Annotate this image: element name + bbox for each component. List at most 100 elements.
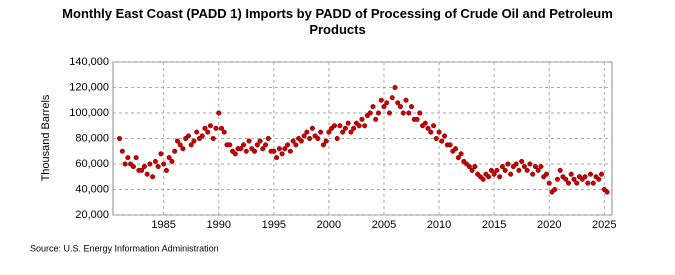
data-point (265, 135, 271, 142)
y-tick-label: 140,000 (69, 56, 109, 68)
data-point (491, 171, 497, 177)
data-point (516, 167, 522, 173)
data-point (298, 138, 304, 144)
data-point (285, 142, 291, 148)
data-point (480, 176, 486, 182)
data-point (218, 125, 225, 131)
data-point (161, 161, 167, 167)
data-point (513, 161, 519, 167)
data-point (472, 164, 478, 170)
data-point (188, 142, 194, 148)
data-point (582, 174, 588, 180)
data-point (417, 110, 423, 116)
data-point (502, 167, 508, 173)
data-point (263, 142, 269, 148)
data-point (585, 180, 591, 186)
data-point (274, 155, 280, 161)
data-point (227, 142, 233, 148)
data-point (546, 180, 552, 186)
x-tick-label: 2015 (482, 219, 506, 231)
data-point (158, 151, 164, 157)
data-point (144, 171, 150, 177)
data-point (422, 120, 428, 126)
data-point (375, 110, 382, 116)
data-point (254, 142, 260, 148)
data-point (453, 146, 459, 152)
data-point (519, 158, 525, 164)
data-point (240, 142, 247, 148)
data-point (117, 135, 123, 142)
data-point (384, 100, 390, 106)
data-point (199, 133, 205, 139)
y-tick-label: 60,000 (75, 158, 109, 170)
x-tick-label: 1985 (151, 219, 175, 231)
data-point (207, 123, 214, 129)
data-point (428, 129, 434, 135)
data-point (458, 151, 464, 157)
data-point (351, 125, 357, 131)
data-point (494, 167, 500, 173)
data-point (150, 174, 156, 180)
data-point (246, 138, 252, 144)
data-point (185, 133, 192, 139)
data-point (287, 148, 293, 154)
data-point (397, 104, 404, 110)
data-point (499, 164, 505, 170)
data-point (508, 171, 514, 177)
data-point (400, 110, 406, 116)
data-point (530, 171, 536, 177)
data-point (334, 135, 340, 142)
data-point (538, 164, 544, 170)
data-point (447, 142, 453, 148)
data-point (403, 97, 409, 103)
data-point (205, 129, 211, 135)
data-point (552, 186, 558, 193)
data-point (279, 151, 285, 157)
data-point (202, 125, 208, 131)
data-point (442, 133, 448, 139)
data-point (119, 148, 125, 154)
data-point (340, 129, 346, 135)
data-point (392, 84, 398, 91)
x-tick-label: 1995 (262, 219, 286, 231)
data-point (139, 167, 145, 173)
data-point (180, 146, 186, 152)
data-point (307, 135, 313, 142)
x-tick-label: 2000 (317, 219, 341, 231)
data-point (378, 97, 384, 103)
data-point (527, 161, 533, 167)
data-point (337, 123, 343, 129)
data-point (535, 167, 541, 173)
data-point (169, 158, 175, 164)
data-point (587, 171, 594, 177)
data-point (373, 116, 379, 122)
data-point (210, 135, 216, 142)
data-point (243, 148, 249, 154)
data-point (282, 146, 288, 152)
data-point (194, 129, 200, 135)
data-point (257, 138, 263, 144)
data-point (497, 174, 503, 180)
y-tick-label: 80,000 (75, 132, 109, 144)
data-point (433, 135, 439, 142)
data-point (469, 167, 475, 173)
data-point (345, 120, 351, 126)
data-point (213, 125, 219, 131)
x-tick-label: 2020 (537, 219, 561, 231)
data-point (557, 167, 563, 173)
data-point (238, 146, 244, 152)
data-point (174, 138, 180, 144)
data-point (260, 146, 266, 152)
data-point (430, 123, 437, 129)
data-point (323, 138, 329, 144)
data-point (436, 129, 442, 135)
data-point (348, 129, 354, 135)
data-point (359, 116, 365, 122)
y-tick-label: 100,000 (69, 107, 109, 119)
data-point (563, 176, 569, 182)
data-point (466, 164, 472, 170)
data-point (568, 171, 574, 177)
x-tick-label: 2025 (592, 219, 616, 231)
data-point (166, 155, 172, 161)
